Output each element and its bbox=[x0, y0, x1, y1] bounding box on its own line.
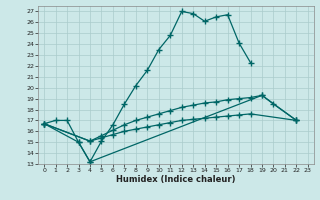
X-axis label: Humidex (Indice chaleur): Humidex (Indice chaleur) bbox=[116, 175, 236, 184]
